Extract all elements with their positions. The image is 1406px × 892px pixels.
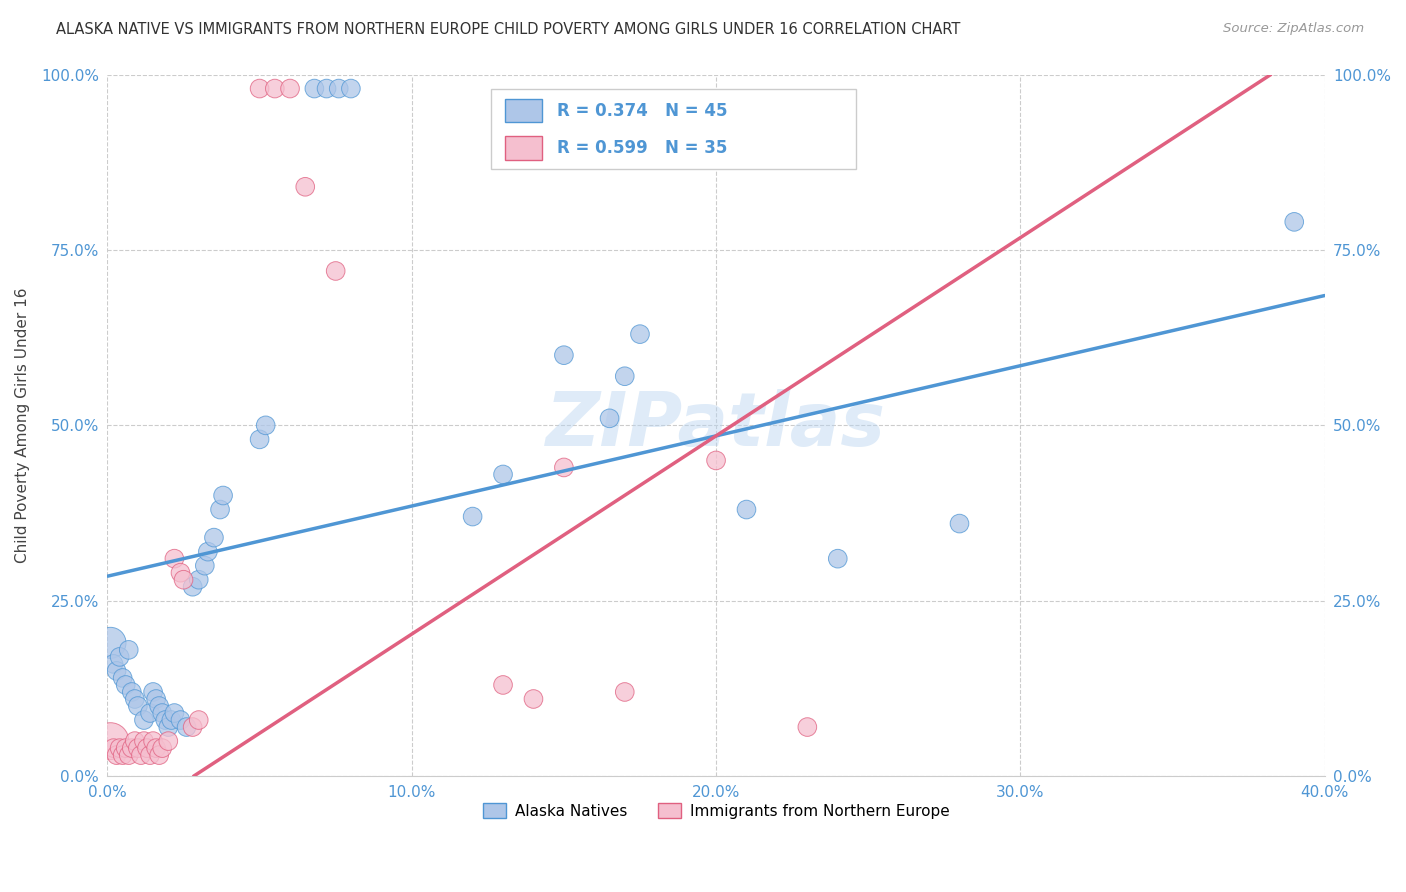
Point xyxy=(1284,215,1306,229)
Point xyxy=(173,573,195,587)
Legend: Alaska Natives, Immigrants from Northern Europe: Alaska Natives, Immigrants from Northern… xyxy=(477,797,956,825)
Point xyxy=(150,706,173,720)
Point xyxy=(613,369,636,384)
Point xyxy=(212,489,235,503)
Point xyxy=(121,741,143,756)
Point xyxy=(118,748,141,763)
Point xyxy=(202,531,225,545)
Y-axis label: Child Poverty Among Girls Under 16: Child Poverty Among Girls Under 16 xyxy=(15,287,30,563)
Point xyxy=(121,685,143,699)
Point xyxy=(163,551,186,566)
Point xyxy=(105,748,128,763)
Point xyxy=(169,566,191,580)
Point xyxy=(254,418,277,433)
Point xyxy=(187,713,209,727)
Point xyxy=(142,734,165,748)
Point xyxy=(176,720,198,734)
Point xyxy=(142,685,165,699)
Point xyxy=(150,741,173,756)
Point xyxy=(132,734,155,748)
Point xyxy=(827,551,849,566)
Point xyxy=(132,713,155,727)
Text: R = 0.599   N = 35: R = 0.599 N = 35 xyxy=(557,139,727,157)
Point xyxy=(328,81,350,95)
Point xyxy=(613,685,636,699)
Point xyxy=(197,544,219,558)
Point xyxy=(111,671,134,685)
Point xyxy=(127,698,149,713)
Point xyxy=(145,692,167,706)
Point xyxy=(124,692,146,706)
Point xyxy=(194,558,217,573)
Point xyxy=(108,649,131,664)
Point xyxy=(103,741,125,756)
Point xyxy=(105,664,128,678)
Point xyxy=(157,720,180,734)
Point xyxy=(139,748,162,763)
Point xyxy=(263,81,285,95)
Point xyxy=(181,720,204,734)
Point xyxy=(704,453,727,467)
Point xyxy=(628,327,651,342)
Point xyxy=(118,643,141,657)
Point xyxy=(124,734,146,748)
Point xyxy=(208,502,231,516)
Point xyxy=(160,713,183,727)
Point xyxy=(169,713,191,727)
Point xyxy=(148,748,170,763)
Point xyxy=(163,706,186,720)
Point xyxy=(108,741,131,756)
Point xyxy=(522,692,544,706)
Point xyxy=(948,516,970,531)
Point xyxy=(553,460,575,475)
Point xyxy=(139,706,162,720)
Point xyxy=(181,580,204,594)
Point xyxy=(249,81,271,95)
Point xyxy=(103,657,125,671)
Point xyxy=(114,741,136,756)
FancyBboxPatch shape xyxy=(506,99,541,122)
Point xyxy=(145,741,167,756)
Point xyxy=(111,748,134,763)
Point xyxy=(278,81,301,95)
Point xyxy=(492,678,515,692)
FancyBboxPatch shape xyxy=(491,88,856,169)
Point xyxy=(461,509,484,524)
Text: R = 0.374   N = 45: R = 0.374 N = 45 xyxy=(557,102,727,120)
Text: Source: ZipAtlas.com: Source: ZipAtlas.com xyxy=(1223,22,1364,36)
Point xyxy=(249,433,271,447)
Point xyxy=(100,734,122,748)
Point xyxy=(157,734,180,748)
Text: ZIPatlas: ZIPatlas xyxy=(546,389,886,462)
Point xyxy=(325,264,347,278)
Point xyxy=(735,502,758,516)
Point xyxy=(553,348,575,362)
Point xyxy=(304,81,326,95)
Point xyxy=(340,81,363,95)
Point xyxy=(492,467,515,482)
Text: ALASKA NATIVE VS IMMIGRANTS FROM NORTHERN EUROPE CHILD POVERTY AMONG GIRLS UNDER: ALASKA NATIVE VS IMMIGRANTS FROM NORTHER… xyxy=(56,22,960,37)
Point xyxy=(148,698,170,713)
Point xyxy=(599,411,621,425)
Point xyxy=(136,741,159,756)
Point xyxy=(100,636,122,650)
Point xyxy=(796,720,818,734)
Point xyxy=(114,678,136,692)
Point xyxy=(294,179,316,194)
Point xyxy=(129,748,152,763)
Point xyxy=(187,573,209,587)
Point xyxy=(127,741,149,756)
Point xyxy=(315,81,337,95)
Point xyxy=(155,713,177,727)
FancyBboxPatch shape xyxy=(506,136,541,160)
